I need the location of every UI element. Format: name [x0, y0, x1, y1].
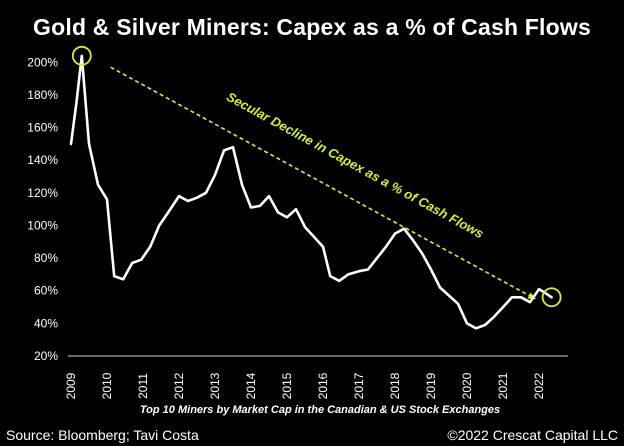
series-line [69, 54, 553, 330]
y-tick-label: 160% [27, 121, 58, 135]
x-tick-label: 2014 [244, 372, 258, 399]
trend-annotation: Secular Decline in Capex as a % of Cash … [110, 66, 536, 300]
x-tick-label: 2012 [172, 372, 186, 399]
source-note: Source: Bloomberg; Tavi Costa [6, 427, 199, 443]
x-tick-label: 2021 [496, 372, 510, 399]
x-axis-ticks: 2009 2010 2011 2012 2013 2014 2015 2016 2017 2018… [64, 372, 546, 399]
copyright-note: ©2022 Crescat Capital LLC [447, 427, 618, 443]
x-tick-label: 2019 [424, 372, 438, 399]
y-axis-ticks: 20% 40% 60% 80% 100% 120% 140% 160% 180% 200% [27, 55, 58, 363]
highlight-circle [541, 287, 562, 308]
y-tick-label: 140% [27, 153, 58, 167]
series-group [69, 54, 553, 330]
chart-title: Gold & Silver Miners: Capex as a % of Ca… [33, 14, 591, 40]
trend-annotation-label: Secular Decline in Capex as a % of Cash … [224, 89, 486, 241]
x-tick-label: 2022 [532, 372, 546, 399]
x-tick-label: 2017 [352, 372, 366, 399]
x-tick-label: 2010 [100, 372, 114, 399]
y-tick-label: 200% [27, 55, 58, 69]
x-axis-title: Top 10 Miners by Market Cap in the Canad… [139, 404, 501, 416]
y-tick-label: 20% [34, 349, 58, 363]
y-tick-label: 180% [27, 88, 58, 102]
x-tick-label: 2020 [460, 372, 474, 399]
x-tick-label: 2016 [316, 372, 330, 399]
highlight-circle [71, 45, 92, 66]
x-tick-label: 2015 [280, 372, 294, 399]
x-tick-label: 2018 [388, 372, 402, 399]
y-tick-label: 80% [34, 251, 58, 265]
x-tick-label: 2013 [208, 372, 222, 399]
x-tick-label: 2011 [136, 373, 150, 399]
highlight-markers [71, 45, 562, 308]
y-tick-label: 120% [27, 186, 58, 200]
trend-arrow-line [110, 66, 536, 300]
y-tick-label: 60% [34, 284, 58, 298]
x-tick-label: 2009 [64, 372, 78, 399]
y-tick-label: 100% [27, 218, 58, 232]
y-tick-label: 40% [34, 316, 58, 330]
